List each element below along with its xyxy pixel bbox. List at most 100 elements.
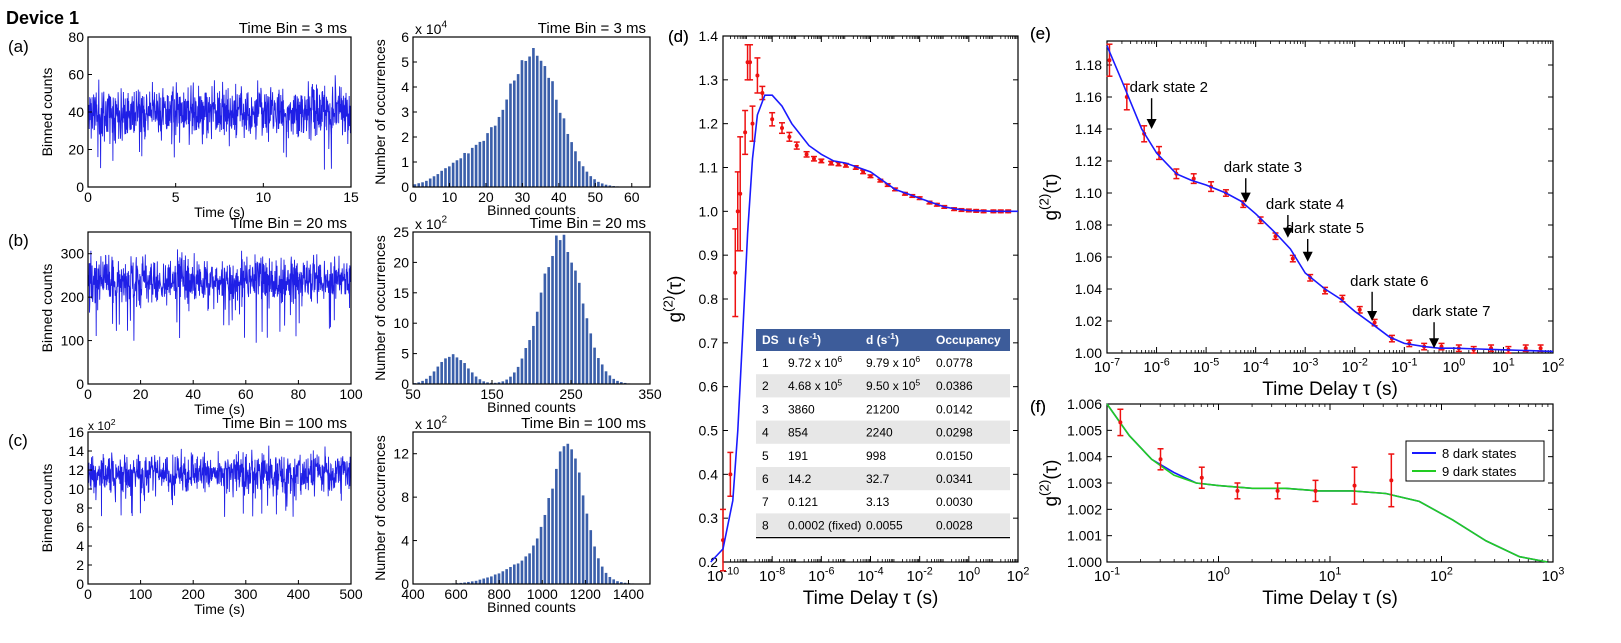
b1-x-tick-label: 20 (133, 386, 149, 402)
rate-table-row-bg (756, 420, 1010, 444)
b1-y-tick-label: 300 (61, 246, 85, 262)
b2-histogram-bar (547, 267, 551, 384)
f-data-point (1313, 488, 1318, 493)
d-data-point (804, 152, 809, 157)
e-data-point (1523, 346, 1528, 351)
b2-histogram-bar (459, 360, 463, 384)
a1-x-tick-label: 15 (343, 189, 359, 205)
b1-x-tick-label: 0 (84, 386, 92, 402)
rate-table-cell: 0.0028 (936, 518, 973, 532)
e-y-tick-label: 1.06 (1075, 249, 1102, 265)
a2-x-tick-label: 20 (478, 189, 494, 205)
a1-y-tick-label: 60 (68, 67, 84, 83)
b1-y-tick-label: 0 (76, 376, 84, 392)
d-y-tick-label: 0.5 (699, 423, 719, 439)
e-y-tick-label: 1.14 (1075, 121, 1102, 137)
a2-histogram-bar (428, 178, 432, 187)
b2-y-tick-label: 10 (393, 315, 409, 331)
rate-table-header: Occupancy (936, 333, 1001, 347)
d-data-point (836, 161, 841, 166)
b1-y-tick-label: 100 (61, 333, 85, 349)
d-panel-label: (d) (668, 27, 689, 46)
f-y-tick-label: 1.003 (1067, 475, 1102, 491)
e-data-point (1191, 176, 1196, 181)
b2-histogram-bar (551, 255, 554, 384)
c1-time-trace (87, 445, 352, 517)
dark-state-annotation: dark state 6 (1350, 273, 1428, 290)
c2-histogram-bar (570, 449, 573, 584)
a2-histogram-bar (463, 152, 466, 187)
rate-table-cell: 9.79 x 106 (866, 354, 920, 370)
e-x-tick-label: 10-3 (1292, 356, 1318, 376)
f-x-tick-label: 100 (1207, 565, 1230, 585)
rate-table-cell: 0.0150 (936, 449, 973, 463)
a2-histogram-bar (474, 144, 478, 187)
a1-x-tick-label: 10 (256, 189, 272, 205)
b2-histogram-bar (593, 347, 596, 384)
c1-panel-label: (c) (8, 431, 28, 450)
a2-plot-frame (412, 36, 651, 188)
d-y-tick-label: 0.2 (699, 554, 719, 570)
dark-state-annotation: dark state 4 (1266, 196, 1344, 213)
c2-histogram-bar (604, 572, 608, 584)
a2-histogram-bar (425, 180, 428, 187)
f-data-point (1275, 488, 1280, 493)
rate-table-cell: 998 (866, 449, 886, 463)
e-data-point (1538, 346, 1543, 351)
a2-histogram-bar (585, 171, 589, 187)
c2-histogram-bar (577, 472, 581, 584)
c2-histogram-bar (608, 576, 612, 584)
e-x-axis-label: Time Delay τ (s) (1262, 379, 1398, 400)
a2-x-tick-label: 40 (551, 189, 567, 205)
rate-table-cell: 9.50 x 105 (866, 377, 920, 393)
f-legend-label: 8 dark states (1442, 446, 1517, 461)
a2-histogram-bar (512, 80, 516, 187)
c2-histogram-bar (555, 468, 558, 584)
a2-y-tick-label: 1 (401, 154, 409, 170)
d-data-point (743, 130, 748, 135)
b2-histogram-bar (570, 262, 573, 384)
b2-histogram-bar (448, 356, 451, 384)
a2-y-tick-label: 6 (401, 29, 409, 45)
a2-histogram-bar (467, 153, 470, 187)
c1-x-tick-label: 100 (129, 586, 153, 602)
c2-y-tick-label: 8 (401, 489, 409, 505)
b2-histogram-bar (597, 358, 600, 384)
dark-state-annotation: dark state 2 (1130, 79, 1208, 96)
a2-histogram-bar (478, 141, 482, 187)
e-y-tick-label: 1.04 (1075, 281, 1102, 297)
d-y-tick-label: 0.3 (699, 510, 719, 526)
a2-histogram-bar (413, 184, 417, 187)
b2-histogram-bar (501, 381, 505, 384)
c2-histogram-bar (524, 556, 528, 584)
c2-y-tick-label: 12 (393, 446, 409, 462)
f-legend-label: 9 dark states (1442, 464, 1517, 479)
d-data-point (728, 472, 733, 477)
f-y-tick-label: 1.000 (1067, 554, 1102, 570)
a2-x-tick-label: 60 (624, 189, 640, 205)
b2-histogram-bar (581, 303, 585, 384)
d-fit-curve (710, 94, 1018, 563)
b2-histogram-bar (558, 240, 562, 384)
e-x-tick-label: 101 (1492, 356, 1515, 376)
c2-histogram-bar (620, 582, 623, 584)
f-x-tick-label: 101 (1319, 565, 1342, 585)
c1-x-tick-label: 0 (84, 586, 92, 602)
b2-histogram-bar (482, 381, 486, 384)
a2-title: Time Bin = 3 ms (538, 20, 646, 37)
b2-histogram-bar (505, 379, 508, 384)
d-data-point (755, 73, 760, 78)
a2-histogram-bar (608, 185, 612, 187)
f-data-point (1352, 483, 1357, 488)
f-data-point (1118, 420, 1123, 425)
d-data-point (738, 191, 743, 196)
b2-y-axis-label: Number of occurrences (372, 235, 388, 381)
a2-histogram-bar (535, 55, 539, 187)
c2-histogram-bar (616, 581, 619, 584)
c2-histogram-bar (493, 574, 497, 584)
a2-histogram-bar (551, 81, 554, 187)
rate-table-cell: 0.0341 (936, 472, 973, 486)
b2-x-tick-label: 350 (638, 386, 662, 402)
b2-histogram-bar (432, 371, 436, 384)
d-x-tick-label: 10-8 (759, 565, 785, 585)
